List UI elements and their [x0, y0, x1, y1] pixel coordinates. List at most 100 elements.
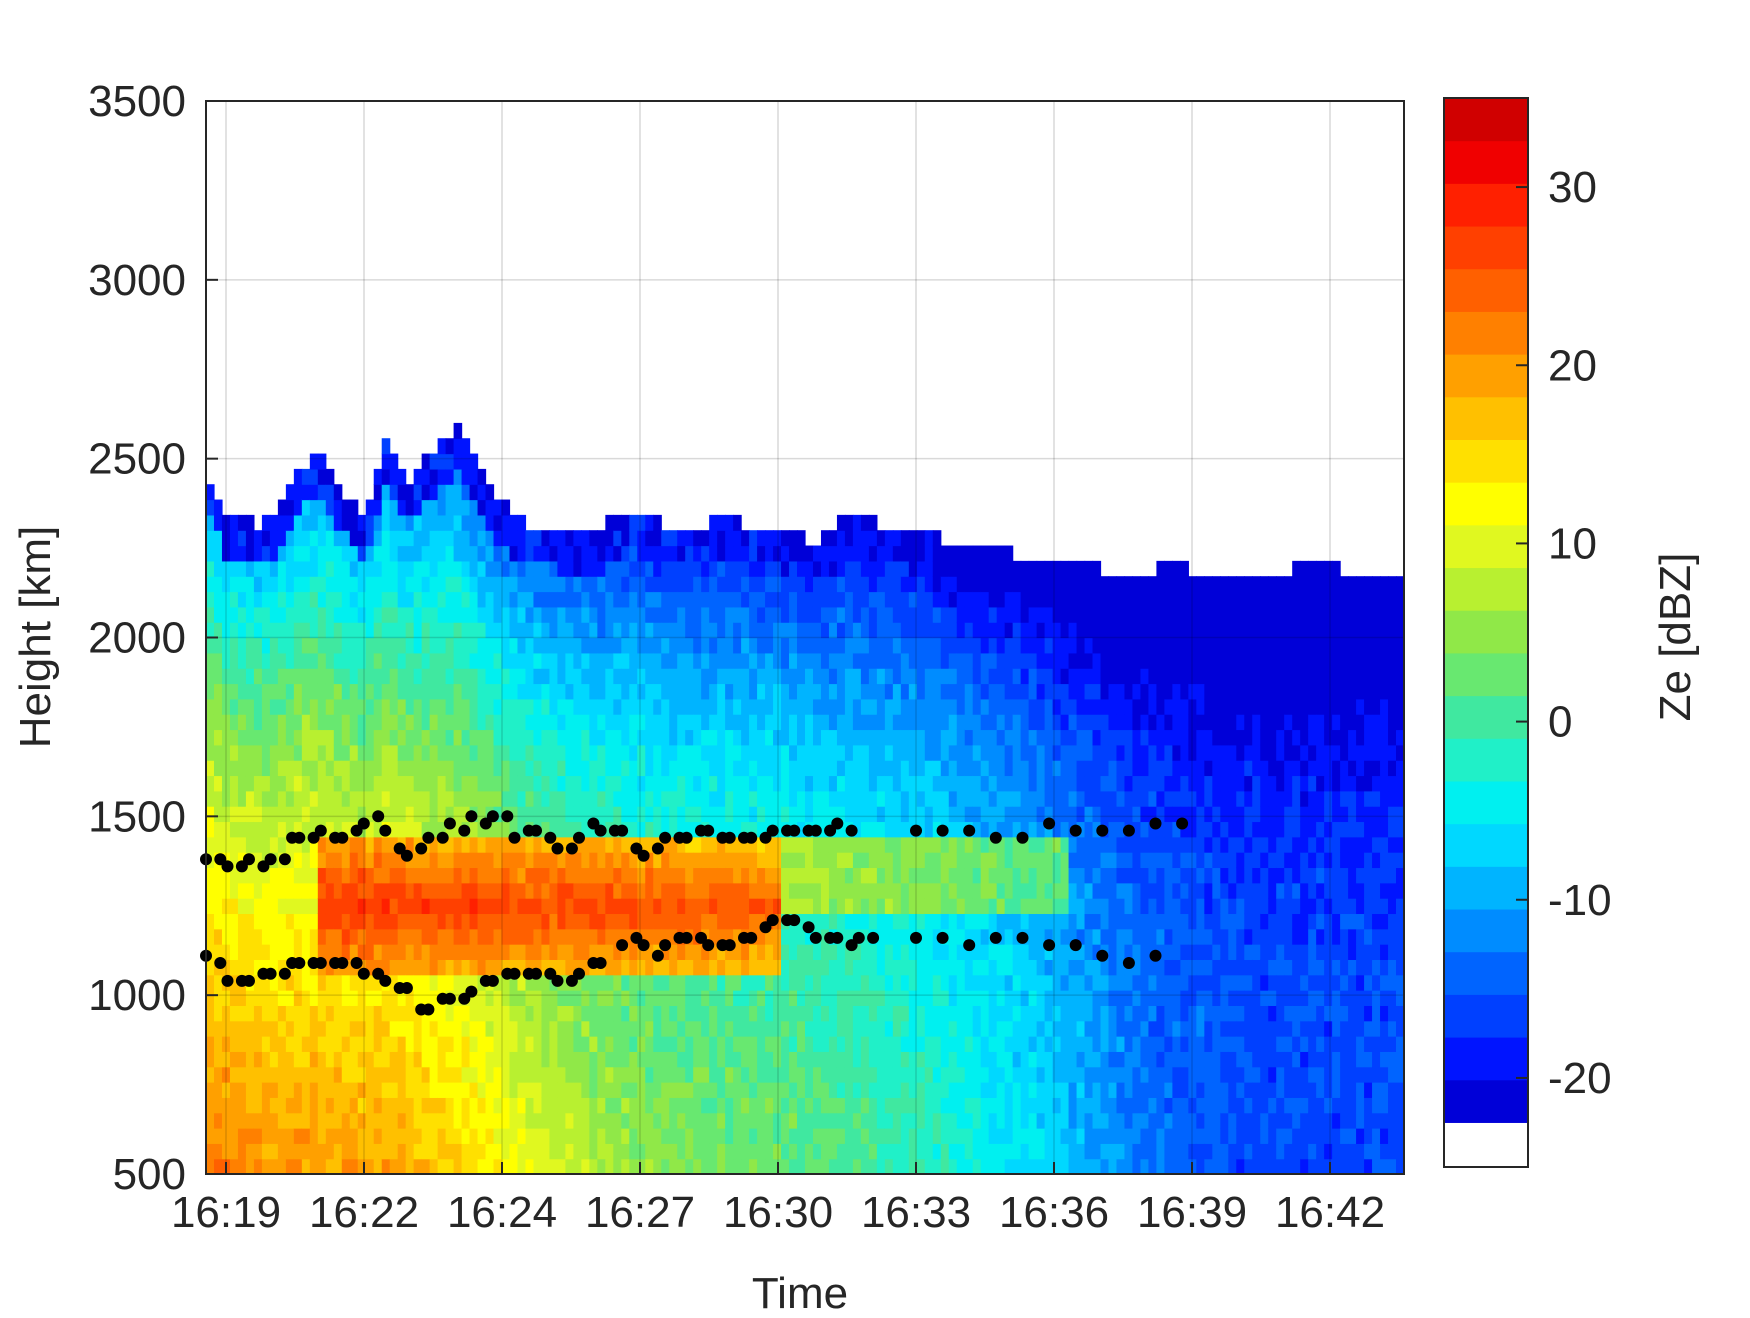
- heatmap-cell: [533, 698, 543, 715]
- heatmap-cell: [413, 514, 423, 531]
- heatmap-cell: [765, 652, 774, 669]
- heatmap-cell: [397, 683, 407, 700]
- heatmap-cell: [469, 760, 479, 777]
- heatmap-cell: [1052, 714, 1062, 731]
- heatmap-cell: [900, 867, 910, 884]
- heatmap-cell: [1124, 637, 1134, 654]
- heatmap-cell: [669, 637, 678, 654]
- heatmap-cell: [820, 545, 830, 562]
- heatmap-cell: [685, 1158, 694, 1174]
- heatmap-cell: [1060, 668, 1070, 685]
- heatmap-cell: [325, 560, 335, 577]
- heatmap-cell: [509, 1036, 519, 1052]
- heatmap-cell: [613, 760, 622, 777]
- heatmap-cell: [725, 1128, 734, 1144]
- heatmap-cell: [597, 867, 606, 884]
- heatmap-cell: [701, 867, 710, 884]
- heatmap-cell: [389, 1005, 399, 1022]
- heatmap-cell: [277, 928, 287, 945]
- heatmap-cell: [525, 1020, 535, 1037]
- heatmap-cell: [1124, 882, 1134, 899]
- heatmap-cell: [1124, 867, 1134, 884]
- heatmap-cell: [701, 606, 710, 623]
- heatmap-cell: [533, 882, 543, 899]
- heatmap-cell: [1012, 1082, 1022, 1098]
- heatmap-cell: [1052, 867, 1062, 884]
- heatmap-cell: [421, 1097, 431, 1114]
- heatmap-cell: [892, 1036, 902, 1052]
- heatmap-cell: [549, 928, 559, 945]
- heatmap-cell: [221, 714, 231, 731]
- heatmap-cell: [621, 1112, 630, 1129]
- heatmap-cell: [725, 944, 734, 960]
- heatmap-cell: [541, 790, 551, 807]
- heatmap-cell: [341, 637, 351, 654]
- heatmap-cell: [852, 1143, 862, 1160]
- heatmap-cell: [605, 990, 614, 1006]
- heatmap-cell: [1092, 668, 1102, 685]
- heatmap-cell: [789, 1143, 798, 1160]
- heatmap-cell: [421, 836, 431, 853]
- heatmap-cell: [557, 882, 566, 899]
- heatmap-cell: [1012, 790, 1022, 807]
- heatmap-cell: [996, 959, 1006, 976]
- heatmap-cell: [988, 1143, 998, 1160]
- heatmap-cell: [309, 775, 319, 792]
- heatmap-cell: [924, 836, 934, 853]
- heatmap-cell: [749, 898, 758, 915]
- heatmap-cell: [285, 775, 295, 792]
- heatmap-cell: [797, 545, 806, 562]
- heatmap-cell: [884, 591, 894, 608]
- heatmap-cell: [469, 775, 479, 792]
- heatmap-cell: [892, 637, 902, 654]
- heatmap-cell: [421, 790, 431, 807]
- heatmap-cell: [485, 484, 495, 501]
- heatmap-cell: [693, 606, 702, 623]
- heatmap-cell: [469, 1066, 479, 1083]
- heatmap-cell: [1076, 560, 1086, 577]
- heatmap-cell: [972, 806, 982, 823]
- heatmap-cell: [437, 438, 447, 455]
- heatmap-cell: [1124, 913, 1134, 930]
- heatmap-cell: [637, 729, 646, 746]
- heatmap-cell: [597, 668, 606, 685]
- heatmap-cell: [357, 514, 367, 531]
- heatmap-cell: [477, 499, 487, 516]
- heatmap-cell: [437, 1128, 447, 1144]
- heatmap-cell: [701, 1143, 710, 1160]
- heatmap-cell: [309, 790, 319, 807]
- heatmap-cell: [797, 698, 806, 715]
- heatmap-cell: [365, 1112, 375, 1129]
- heatmap-cell: [765, 1097, 774, 1114]
- heatmap-cell: [669, 545, 678, 562]
- heatmap-cell: [757, 744, 766, 761]
- heatmap-cell: [1020, 668, 1030, 685]
- heatmap-cell: [206, 714, 215, 731]
- heatmap-cell: [525, 1082, 535, 1098]
- heatmap-cell: [1124, 852, 1134, 869]
- heatmap-cell: [1068, 1066, 1078, 1083]
- heatmap-cell: [301, 622, 311, 639]
- heatmap-cell: [325, 944, 335, 960]
- heatmap-cell: [717, 944, 726, 960]
- heatmap-cell: [605, 744, 614, 761]
- heatmap-cell: [365, 560, 375, 577]
- heatmap-cell: [525, 867, 535, 884]
- heatmap-cell: [517, 622, 527, 639]
- heatmap-cell: [836, 576, 846, 593]
- heatmap-cell: [844, 530, 854, 547]
- heatmap-cell: [469, 974, 479, 991]
- heatmap-cell: [405, 821, 415, 838]
- heatmap-cell: [669, 898, 678, 915]
- heatmap-cell: [733, 790, 742, 807]
- heatmap-cell: [461, 744, 471, 761]
- heatmap-cell: [1092, 714, 1102, 731]
- heatmap-cell: [517, 990, 527, 1006]
- heatmap-cell: [972, 928, 982, 945]
- heatmap-cell: [261, 591, 271, 608]
- heatmap-cell: [637, 514, 646, 531]
- heatmap-cell: [725, 1066, 734, 1083]
- heatmap-cell: [549, 898, 559, 915]
- heatmap-cell: [629, 775, 638, 792]
- heatmap-cell: [581, 729, 590, 746]
